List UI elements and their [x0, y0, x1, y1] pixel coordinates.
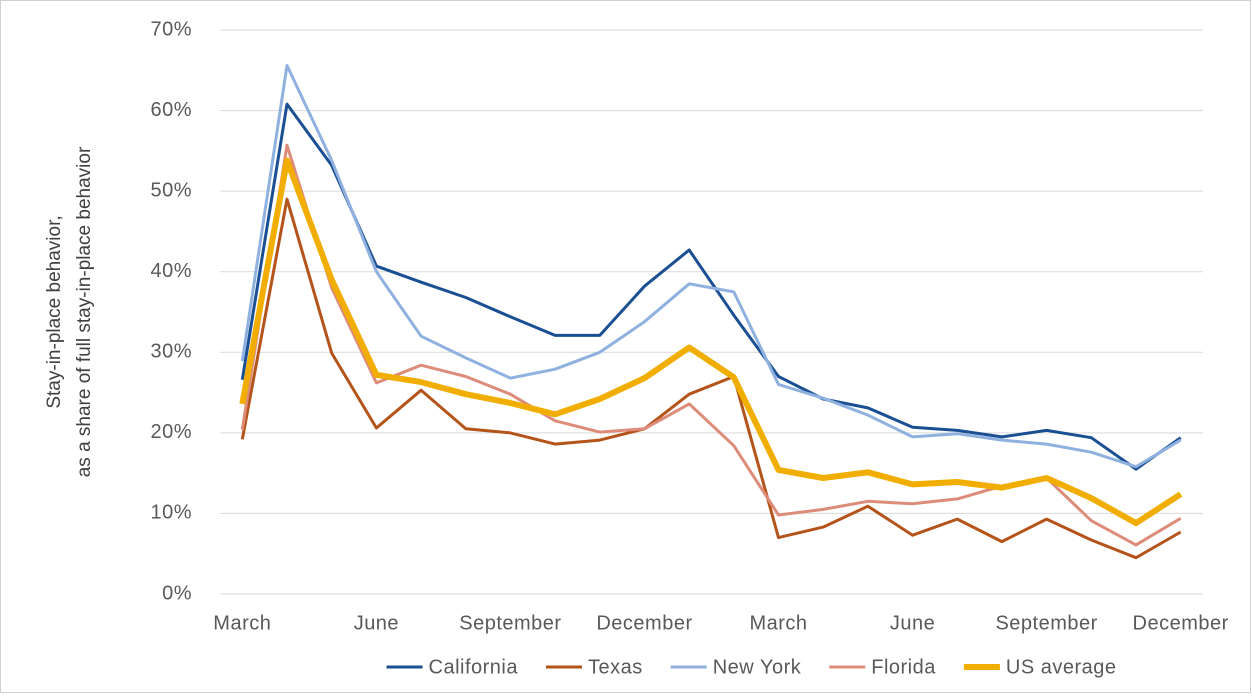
x-tick-label: June [354, 612, 399, 634]
y-tick-label: 10% [150, 502, 192, 524]
y-axis-title-line: as a share of full stay-in-place behavio… [74, 146, 95, 477]
legend-label: New York [713, 656, 802, 678]
x-tick-label: December [1133, 612, 1229, 634]
x-tick-label: December [596, 612, 692, 634]
y-tick-label: 70% [150, 18, 192, 40]
x-tick-label: September [995, 612, 1097, 634]
series-line [240, 197, 1182, 560]
y-tick-label: 0% [162, 582, 192, 604]
x-tick-label: June [890, 612, 935, 634]
series-line [240, 102, 1182, 471]
legend-label: Florida [871, 656, 936, 678]
x-tick-label: March [749, 612, 807, 634]
y-tick-label: 30% [150, 341, 192, 363]
series-line [239, 157, 1183, 527]
legend-label: California [429, 656, 519, 678]
legend-label: US average [1006, 656, 1117, 678]
x-tick-label: March [213, 612, 271, 634]
legend-label: Texas [588, 656, 643, 678]
y-tick-label: 50% [150, 179, 192, 201]
y-axis-title-line: Stay-in-place behavior, [44, 215, 65, 408]
series-line [240, 64, 1182, 469]
x-tick-label: September [459, 612, 561, 634]
y-tick-label: 20% [150, 421, 192, 443]
series-line [240, 143, 1182, 547]
y-axis-title: Stay-in-place behavior, as a share of fu… [44, 146, 95, 477]
y-tick-label: 40% [150, 260, 192, 282]
y-tick-label: 60% [150, 99, 192, 121]
